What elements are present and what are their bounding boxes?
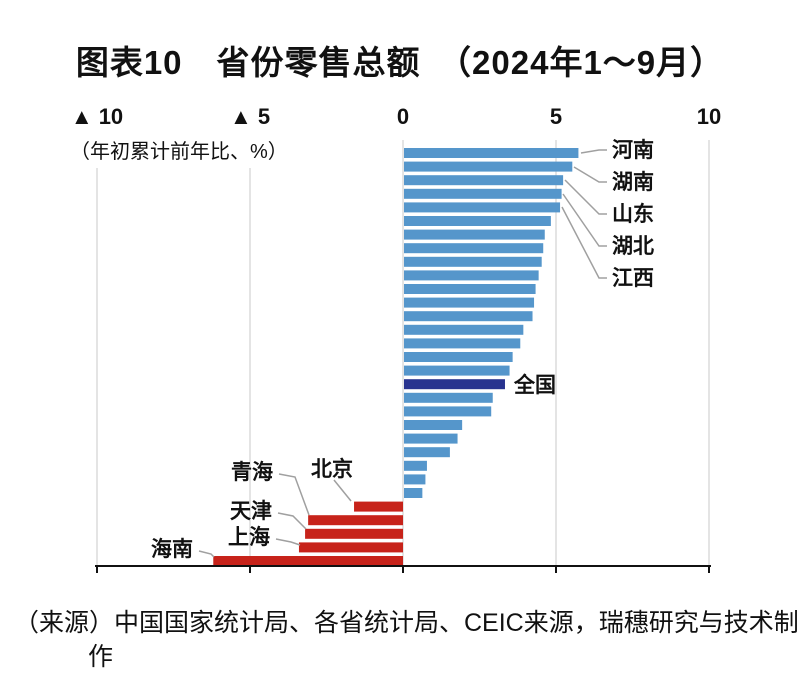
bar	[404, 433, 458, 444]
bar	[404, 460, 427, 471]
bar	[404, 406, 492, 417]
x-tick-label: 10	[697, 104, 721, 129]
source-line-1: （来源）中国国家统计局、各省统计局、CEIC来源，瑞穗研究与技术制	[14, 609, 799, 637]
bar-label: 北京	[311, 457, 353, 481]
leader-line	[564, 179, 607, 215]
bar-label: 全国	[513, 373, 556, 397]
bar-天津	[305, 528, 403, 539]
source-line-2: 作	[88, 643, 114, 671]
bar-label: 上海	[228, 525, 270, 549]
bar-label: 江西	[612, 267, 654, 290]
leader-line	[333, 479, 352, 502]
leader-line	[561, 206, 607, 279]
bar-北京	[354, 501, 403, 512]
leader-line	[573, 166, 607, 183]
bar	[404, 474, 426, 485]
bar-海南	[213, 556, 403, 566]
x-tick-label: 0	[397, 104, 409, 129]
bar	[404, 365, 510, 376]
source-note: （来源）中国国家统计局、各省统计局、CEIC来源，瑞穗研究与技术制 作	[14, 606, 799, 674]
bar	[404, 243, 544, 254]
bar	[404, 392, 493, 403]
leader-line	[275, 538, 301, 546]
bar-上海	[298, 542, 403, 553]
bar	[404, 324, 524, 335]
bar	[404, 352, 513, 362]
leader-line	[277, 512, 307, 530]
bar	[404, 216, 551, 226]
bar-label: 天津	[230, 500, 272, 523]
x-tick-label: ▲ 10	[71, 104, 123, 129]
leader-line	[198, 550, 215, 558]
bar-青海	[308, 515, 403, 526]
bar	[404, 311, 533, 322]
bar	[404, 420, 463, 430]
bar-label: 山东	[612, 202, 654, 226]
bar	[404, 447, 450, 458]
bar-全国	[404, 379, 505, 390]
axis-unit-note: （年初累计前年比、%）	[70, 140, 288, 163]
bar-label: 湖北	[612, 235, 654, 258]
bar	[404, 284, 536, 294]
x-tick-label: 5	[550, 104, 562, 129]
chart-area: ▲ 10 ▲ 5 0 5 10 （年初累计前年比、%） 河南湖南山东湖北江西全国北京 青海天津…	[0, 90, 800, 590]
leader-line	[562, 193, 607, 247]
bar	[404, 338, 521, 349]
bar-label: 河南	[612, 138, 654, 162]
bar	[404, 229, 545, 240]
bar-湖北	[404, 188, 562, 199]
bar	[404, 297, 535, 308]
bar	[404, 488, 423, 498]
bar-山东	[404, 175, 564, 186]
bar-label: 湖南	[612, 170, 654, 194]
bar	[404, 256, 542, 267]
bar-江西	[404, 202, 561, 213]
leader-line	[278, 473, 310, 516]
bar-河南	[404, 148, 579, 158]
x-tick-label: ▲ 5	[230, 104, 270, 129]
bar-label: 海南	[151, 537, 193, 561]
bar-label: 青海	[231, 460, 273, 484]
leader-line	[580, 149, 607, 154]
bar	[404, 270, 539, 281]
bar-湖南	[404, 161, 573, 172]
chart-title: 图表10 省份零售总额 （2024年1～9月）	[75, 44, 725, 81]
